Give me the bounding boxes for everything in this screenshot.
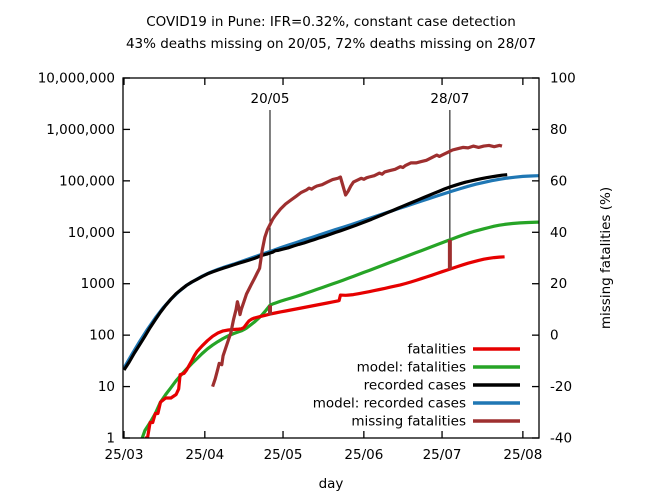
- chart-title-line2: 43% deaths missing on 20/05, 72% deaths …: [126, 36, 536, 52]
- x-tick-label: 25/08: [503, 447, 542, 463]
- right-tick-label: -40: [550, 431, 572, 447]
- right-tick-label: 100: [550, 71, 576, 87]
- left-tick-label: 10: [98, 379, 115, 395]
- marker-label-2005: 20/05: [251, 91, 290, 107]
- x-tick-label: 25/03: [105, 447, 144, 463]
- left-tick-label: 1000: [81, 276, 115, 292]
- series-group: [123, 143, 539, 438]
- legend-label-fatalities: fatalities: [408, 342, 466, 358]
- annotation-markers: 20/05 28/07: [251, 91, 469, 315]
- left-tick-label: 10,000,000: [38, 70, 115, 86]
- x-tick-label: 25/04: [185, 447, 224, 463]
- legend: fatalities model: fatalities recorded case…: [313, 342, 520, 430]
- series-model-fatalities: [140, 220, 539, 438]
- plot-border: [122, 77, 540, 439]
- right-tick-label: 60: [550, 173, 567, 189]
- left-tick-label: 100: [89, 328, 115, 344]
- left-tick-label: 1,000,000: [46, 122, 115, 138]
- left-tick-label: 100,000: [59, 173, 115, 189]
- left-tick-label: 10,000: [68, 225, 115, 241]
- legend-label-recorded-cases: recorded cases: [364, 378, 466, 394]
- series-fatalities: [144, 255, 505, 438]
- legend-label-model-recorded-cases: model: recorded cases: [313, 396, 466, 412]
- x-tick-label: 25/05: [264, 447, 303, 463]
- legend-label-missing-fatalities: missing fatalities: [351, 414, 466, 430]
- legend-label-model-fatalities: model: fatalities: [357, 360, 466, 376]
- marker-label-2807: 28/07: [430, 91, 469, 107]
- right-tick-label: -20: [550, 379, 572, 395]
- chart-title: COVID19 in Pune: IFR=0.32%, constant cas…: [126, 14, 536, 52]
- right-tick-label: 40: [550, 225, 567, 241]
- axes: 110100100010,000100,0001,000,00010,000,0…: [38, 70, 614, 492]
- left-tick-label: 1: [106, 431, 115, 447]
- x-axis-title: day: [319, 476, 344, 492]
- series-missing-fatalities: [211, 143, 503, 388]
- right-axis-title: missing fatalities (%): [598, 187, 614, 329]
- series-recorded-cases: [123, 173, 508, 371]
- x-tick-label: 25/06: [344, 447, 383, 463]
- chart-title-line1: COVID19 in Pune: IFR=0.32%, constant cas…: [146, 14, 516, 30]
- right-tick-label: 20: [550, 276, 567, 292]
- right-tick-label: 0: [550, 328, 559, 344]
- x-tick-label: 25/07: [423, 447, 462, 463]
- right-tick-label: 80: [550, 122, 567, 138]
